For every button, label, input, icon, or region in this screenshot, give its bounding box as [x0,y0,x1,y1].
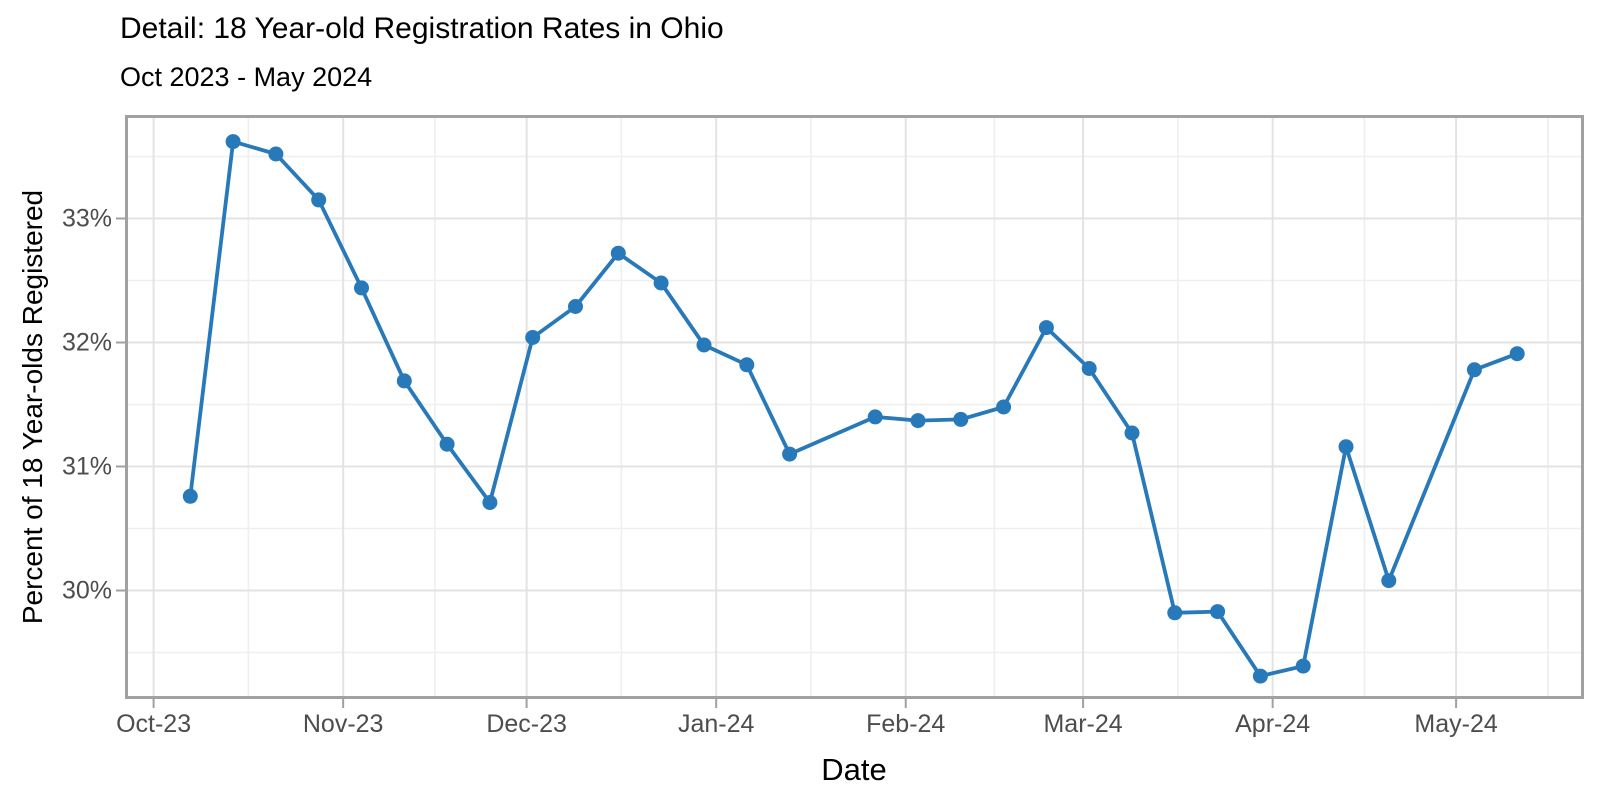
plot-border [125,115,1584,699]
x-tick-label: Dec-23 [486,710,567,738]
data-point [696,337,712,353]
data-point [1338,439,1354,455]
x-tick-label: Feb-24 [866,710,946,738]
data-point [953,411,969,427]
x-tick-label: Mar-24 [1043,710,1123,738]
x-tick-label: Nov-23 [302,710,384,738]
y-tick-label: 31% [61,452,112,480]
data-point [1381,573,1397,589]
data-point [525,330,541,345]
data-point [867,409,883,425]
x-tick-label: May-24 [1414,710,1498,738]
data-point [910,413,926,429]
x-axis-title: Date [821,752,887,787]
data-point [610,245,626,261]
data-point [225,134,241,150]
data-point [182,488,198,504]
data-point [482,495,498,510]
data-point [1167,605,1183,621]
data-point [653,275,669,291]
y-tick-label: 33% [61,204,112,232]
data-point [1038,320,1054,336]
data-point [1509,346,1525,362]
data-point [396,373,412,389]
data-point [1210,604,1226,620]
data-point [1081,361,1097,376]
data-point [1466,362,1482,378]
data-point [1252,668,1268,684]
data-point [782,446,798,462]
data-point [996,399,1012,415]
data-point [568,299,583,314]
y-tick-label: 30% [61,576,112,604]
data-point [439,436,455,452]
plot-background [125,115,1584,699]
data-point [1124,425,1140,441]
data-point [268,146,284,162]
chart-subtitle: Oct 2023 - May 2024 [120,62,373,92]
data-point [739,357,755,373]
chart-title: Detail: 18 Year-old Registration Rates i… [120,12,724,45]
data-point [1295,658,1311,674]
data-point [311,192,327,208]
x-tick-label: Oct-23 [116,710,192,738]
x-tick-label: Jan-24 [677,710,755,738]
data-point [354,280,369,296]
x-tick-label: Apr-24 [1235,710,1311,738]
y-tick-label: 32% [61,328,112,356]
